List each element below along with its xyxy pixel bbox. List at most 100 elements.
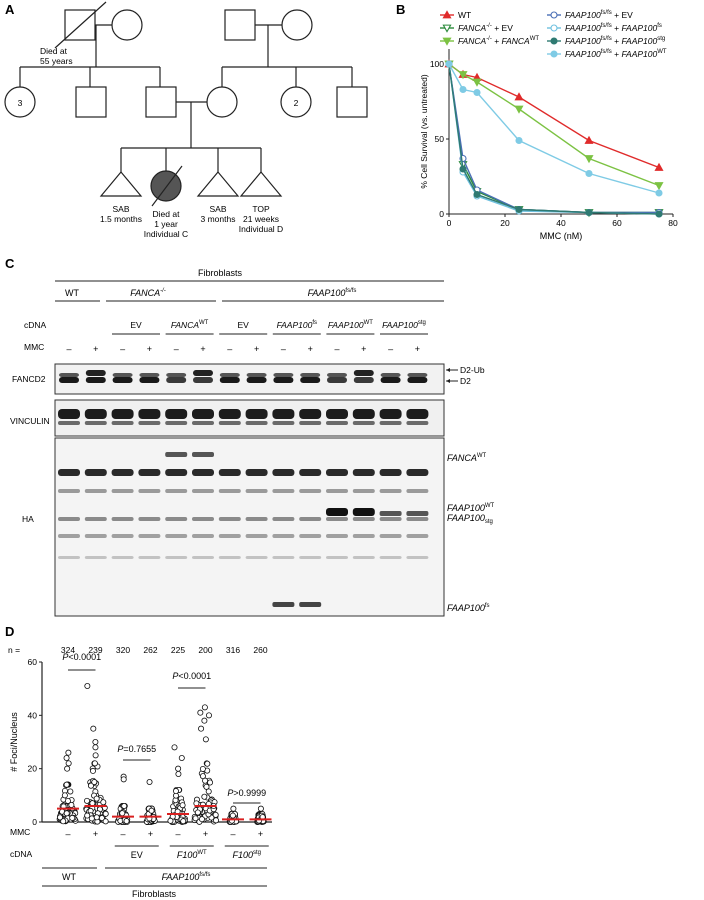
d-data-point bbox=[121, 803, 128, 810]
mmc-sign: + bbox=[93, 344, 98, 354]
ha-band-faint bbox=[406, 556, 429, 559]
series-line bbox=[448, 63, 660, 194]
vinculin-band bbox=[84, 409, 107, 419]
cdna-label-0: EV bbox=[130, 320, 142, 330]
d-mmc-sign: + bbox=[93, 829, 98, 839]
d-group-faap100: FAAP100fs/fs bbox=[162, 872, 211, 882]
d-y-tick-label: 0 bbox=[32, 817, 37, 827]
d-data-point bbox=[67, 788, 74, 795]
series-line bbox=[448, 63, 660, 215]
fancd2-band-d2 bbox=[85, 377, 106, 383]
cdna-label-2: EV bbox=[238, 320, 250, 330]
data-point bbox=[473, 190, 481, 199]
ha-band-common bbox=[138, 469, 161, 476]
fancd2-band-ub bbox=[193, 370, 213, 376]
d-mmc-sign: – bbox=[120, 829, 125, 839]
legend-marker bbox=[550, 11, 558, 19]
vinculin-band bbox=[272, 409, 295, 419]
ha-band-faint bbox=[352, 517, 375, 521]
d-mmc-sign: + bbox=[203, 829, 208, 839]
data-point bbox=[515, 205, 523, 214]
y-tick-label: 50 bbox=[435, 134, 445, 144]
ha-band-faint bbox=[218, 534, 241, 538]
ha-band-common bbox=[352, 469, 375, 476]
fancd2-band-ub bbox=[166, 373, 187, 377]
mmc-sign: + bbox=[200, 344, 205, 354]
blot-ha-bands bbox=[58, 452, 429, 607]
ha-band-faint bbox=[138, 534, 161, 538]
legend-label: FANCA-/- + EV bbox=[458, 23, 513, 33]
d-data-point bbox=[201, 793, 208, 800]
blot-fancd2-bands bbox=[59, 370, 428, 383]
child-2-affected-symbol bbox=[150, 170, 182, 202]
d-y-axis-label: # Foci/Nucleus bbox=[9, 712, 19, 772]
mmc-sign: + bbox=[308, 344, 313, 354]
d-n-value: 316 bbox=[226, 645, 240, 655]
vinculin-band-lower bbox=[111, 421, 134, 425]
ha-band-faint bbox=[138, 556, 161, 559]
vinculin-band-lower bbox=[299, 421, 322, 425]
y-axis-label: % Cell Survival (vs. untreated) bbox=[419, 74, 429, 188]
mmc-sign: – bbox=[334, 344, 339, 354]
ha-band-common bbox=[58, 469, 80, 476]
mmc-sign: – bbox=[227, 344, 232, 354]
panel-d-label: D bbox=[5, 624, 14, 639]
data-point bbox=[585, 208, 593, 217]
ha-band-common bbox=[379, 469, 402, 476]
d-data-point bbox=[57, 814, 64, 821]
n-equals-label: n = bbox=[8, 645, 20, 655]
ha-band-faint bbox=[272, 534, 295, 538]
blot-d2ub-label: D2-Ub bbox=[460, 365, 485, 375]
sibling-group-left bbox=[4, 86, 36, 118]
cdna-label-4: FAAP100WT bbox=[328, 320, 373, 330]
blot-vinculin-bands bbox=[58, 409, 429, 425]
d-data-point bbox=[198, 816, 205, 823]
d-data-point bbox=[100, 799, 107, 806]
data-point bbox=[473, 88, 481, 97]
ha-band-faint bbox=[218, 517, 241, 521]
legend-entry-5: FAAP100fs/fs + FAAP100stg bbox=[547, 36, 665, 46]
vinculin-band-lower bbox=[245, 421, 268, 425]
ha-band-common bbox=[299, 469, 322, 476]
blot-ha-membrane bbox=[54, 437, 445, 617]
vinculin-band-lower bbox=[326, 421, 348, 425]
x-tick-label: 80 bbox=[668, 218, 678, 228]
uncle-right-symbol bbox=[336, 86, 368, 118]
d-n-value: 225 bbox=[171, 645, 185, 655]
ha-band-faint bbox=[406, 489, 429, 493]
ha-band-faint bbox=[245, 534, 268, 538]
x-tick-label: 20 bbox=[500, 218, 510, 228]
data-point bbox=[472, 78, 482, 87]
d-axis-labels: – + – + – + – + EV F100WT F100stg bbox=[65, 829, 269, 860]
ha-band-faint bbox=[379, 534, 402, 538]
d-mmc-sign: + bbox=[148, 829, 153, 839]
ha-band-faint bbox=[58, 517, 80, 521]
mmc-sign: + bbox=[361, 344, 366, 354]
d-data-point bbox=[91, 760, 98, 767]
ha-band-faap100-fs bbox=[299, 602, 322, 607]
d-data-point bbox=[63, 810, 70, 817]
ha-band-faint bbox=[165, 489, 188, 493]
y-tick-label: 0 bbox=[439, 209, 444, 219]
legend-marker bbox=[550, 37, 558, 45]
d-data-point bbox=[212, 811, 219, 818]
fancd2-band-ub bbox=[407, 373, 428, 377]
blot-cdna-row: EV FANCAWT EV FAAP100fs FAAP100WT FAAP100stg bbox=[112, 320, 428, 335]
d-data-point bbox=[89, 767, 96, 774]
legend-label: WT bbox=[458, 10, 471, 20]
d-n-value: 262 bbox=[143, 645, 157, 655]
fancd2-band-ub bbox=[273, 373, 294, 377]
d-data-point bbox=[87, 782, 94, 789]
ha-band-faint bbox=[111, 534, 134, 538]
ha-band-faint bbox=[192, 489, 214, 493]
ha-band-faint bbox=[111, 556, 134, 559]
data-point bbox=[514, 105, 524, 114]
child-3-label-1: SAB bbox=[209, 204, 226, 214]
fancd2-band-d2 bbox=[193, 377, 213, 383]
ha-band-common bbox=[165, 469, 188, 476]
d-mmc-sign: – bbox=[230, 829, 235, 839]
d-data-point bbox=[120, 776, 127, 783]
d-n-value: 324 bbox=[61, 645, 75, 655]
vinculin-band bbox=[165, 409, 188, 419]
vinculin-band bbox=[299, 409, 322, 419]
